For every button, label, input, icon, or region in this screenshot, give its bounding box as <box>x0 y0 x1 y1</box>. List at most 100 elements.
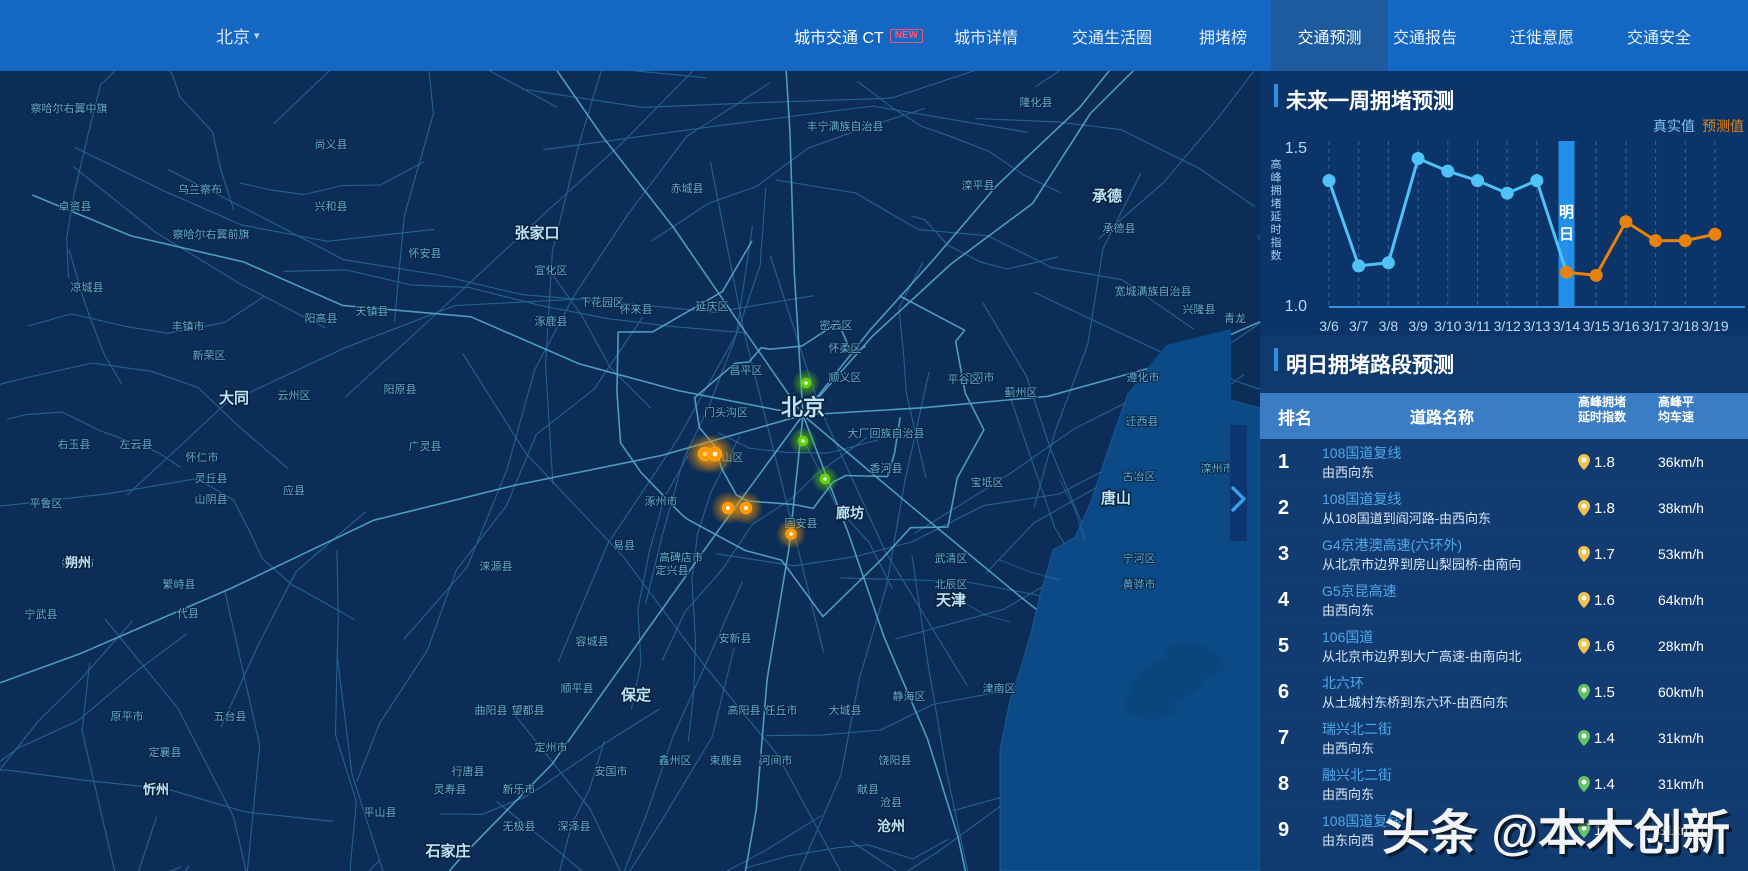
svg-text:云州区: 云州区 <box>278 390 311 402</box>
svg-text:3/19: 3/19 <box>1701 318 1728 334</box>
svg-text:应县: 应县 <box>283 483 305 497</box>
svg-text:山阴县: 山阴县 <box>195 493 228 506</box>
svg-text:密云区: 密云区 <box>820 318 853 332</box>
svg-text:北辰区: 北辰区 <box>935 578 968 591</box>
svg-text:察哈尔右翼前旗: 察哈尔右翼前旗 <box>173 227 250 241</box>
svg-text:兴隆县: 兴隆县 <box>1183 302 1216 316</box>
svg-text:乌兰察布: 乌兰察布 <box>178 182 222 196</box>
svg-text:隆化县: 隆化县 <box>1020 95 1053 109</box>
svg-text:顺义区: 顺义区 <box>829 371 862 384</box>
svg-text:下花园区: 下花园区 <box>580 296 624 309</box>
svg-text:任丘市: 任丘市 <box>765 703 798 717</box>
svg-text:沧县: 沧县 <box>880 795 902 809</box>
svg-text:宝坻区: 宝坻区 <box>971 475 1004 489</box>
svg-text:青龙: 青龙 <box>1224 312 1246 325</box>
svg-text:宽城满族自治县: 宽城满族自治县 <box>1115 284 1192 298</box>
svg-text:新荣区: 新荣区 <box>193 348 226 362</box>
svg-text:宁河区: 宁河区 <box>1123 551 1156 565</box>
svg-text:阳高县: 阳高县 <box>305 311 338 325</box>
svg-text:石家庄: 石家庄 <box>424 842 470 860</box>
svg-text:怀安县: 怀安县 <box>409 246 442 260</box>
svg-text:易县: 易县 <box>613 539 635 552</box>
svg-text:3/17: 3/17 <box>1642 318 1669 334</box>
svg-text:饶阳县: 饶阳县 <box>879 754 912 767</box>
svg-text:宁武县: 宁武县 <box>25 607 58 621</box>
svg-text:滦平县: 滦平县 <box>962 178 995 192</box>
svg-text:安国市: 安国市 <box>595 764 628 778</box>
svg-text:迁西县: 迁西县 <box>1126 415 1159 428</box>
svg-text:涞源县: 涞源县 <box>480 559 513 573</box>
svg-text:五台县: 五台县 <box>214 709 247 723</box>
svg-text:河间市: 河间市 <box>760 753 793 767</box>
svg-text:献县: 献县 <box>857 782 879 796</box>
svg-text:日: 日 <box>1559 226 1574 243</box>
svg-text:曲阳县: 曲阳县 <box>475 704 508 717</box>
svg-text:高碑店市: 高碑店市 <box>659 550 703 564</box>
svg-text:兴和县: 兴和县 <box>315 200 348 213</box>
svg-text:尚义县: 尚义县 <box>315 137 348 151</box>
svg-text:黄骅市: 黄骅市 <box>1123 577 1156 591</box>
svg-text:大城县: 大城县 <box>829 703 862 717</box>
svg-text:1.0: 1.0 <box>1285 298 1307 315</box>
svg-text:朔州: 朔州 <box>65 555 91 570</box>
svg-text:涿鹿县: 涿鹿县 <box>535 314 568 328</box>
svg-text:原平市: 原平市 <box>111 709 144 723</box>
svg-text:定襄县: 定襄县 <box>149 745 182 759</box>
svg-text:察哈尔右翼中旗: 察哈尔右翼中旗 <box>31 101 108 115</box>
svg-text:香河县: 香河县 <box>870 462 903 475</box>
svg-text:无极县: 无极县 <box>503 819 536 833</box>
svg-text:忻州: 忻州 <box>143 782 169 797</box>
svg-text:古冶区: 古冶区 <box>1123 469 1156 483</box>
svg-text:3/6: 3/6 <box>1319 318 1339 334</box>
svg-text:鑫州区: 鑫州区 <box>659 753 692 767</box>
svg-text:大厂回族自治县: 大厂回族自治县 <box>848 426 925 440</box>
svg-text:武清区: 武清区 <box>935 552 968 565</box>
svg-text:怀仁市: 怀仁市 <box>186 450 219 464</box>
svg-text:怀来县: 怀来县 <box>620 303 653 316</box>
svg-text:3/10: 3/10 <box>1434 318 1461 334</box>
svg-text:定州市: 定州市 <box>535 740 568 754</box>
svg-text:左云县: 左云县 <box>120 438 153 451</box>
svg-text:行唐县: 行唐县 <box>452 764 485 778</box>
svg-text:阳原县: 阳原县 <box>384 383 417 396</box>
svg-text:丰宁满族自治县: 丰宁满族自治县 <box>807 119 884 133</box>
svg-text:怀柔区: 怀柔区 <box>829 342 862 355</box>
svg-text:灵丘县: 灵丘县 <box>195 472 228 485</box>
svg-text:3/8: 3/8 <box>1379 318 1399 334</box>
svg-text:宣化区: 宣化区 <box>535 263 568 277</box>
svg-text:繁峙县: 繁峙县 <box>163 577 196 591</box>
svg-text:保定: 保定 <box>620 686 651 704</box>
svg-text:平谷区: 平谷区 <box>948 373 981 386</box>
svg-text:赤城县: 赤城县 <box>671 182 704 195</box>
svg-text:1.5: 1.5 <box>1285 140 1307 157</box>
svg-text:3/16: 3/16 <box>1612 318 1639 334</box>
svg-text:蓟州区: 蓟州区 <box>1005 386 1038 399</box>
svg-text:3/7: 3/7 <box>1349 318 1369 334</box>
svg-text:广灵县: 广灵县 <box>409 440 442 453</box>
svg-text:承德: 承德 <box>1092 187 1122 205</box>
svg-text:3/14: 3/14 <box>1553 318 1580 334</box>
svg-text:丰镇市: 丰镇市 <box>172 319 205 333</box>
svg-text:涿州市: 涿州市 <box>645 494 678 508</box>
svg-text:定兴县: 定兴县 <box>656 563 689 577</box>
svg-text:3/11: 3/11 <box>1464 318 1490 334</box>
svg-text:明: 明 <box>1559 204 1574 221</box>
svg-text:天镇县: 天镇县 <box>356 304 389 318</box>
svg-text:灵寿县: 灵寿县 <box>434 782 467 796</box>
svg-text:张家口: 张家口 <box>514 224 559 242</box>
svg-text:津南区: 津南区 <box>983 682 1016 695</box>
svg-text:天津: 天津 <box>936 591 966 609</box>
svg-text:承德县: 承德县 <box>1103 221 1136 235</box>
svg-text:深泽县: 深泽县 <box>558 820 591 833</box>
svg-text:3/15: 3/15 <box>1583 318 1610 334</box>
svg-text:右玉县: 右玉县 <box>58 437 91 451</box>
svg-text:3/13: 3/13 <box>1523 318 1550 334</box>
svg-text:北京: 北京 <box>781 395 825 420</box>
svg-text:顺平县: 顺平县 <box>561 682 594 695</box>
svg-text:沧州: 沧州 <box>877 818 905 834</box>
svg-text:高阳县: 高阳县 <box>728 703 761 717</box>
svg-text:昌平区: 昌平区 <box>730 364 763 377</box>
svg-text:安新县: 安新县 <box>719 631 752 645</box>
svg-text:滦州市: 滦州市 <box>1201 461 1234 475</box>
svg-text:静海区: 静海区 <box>893 689 926 703</box>
